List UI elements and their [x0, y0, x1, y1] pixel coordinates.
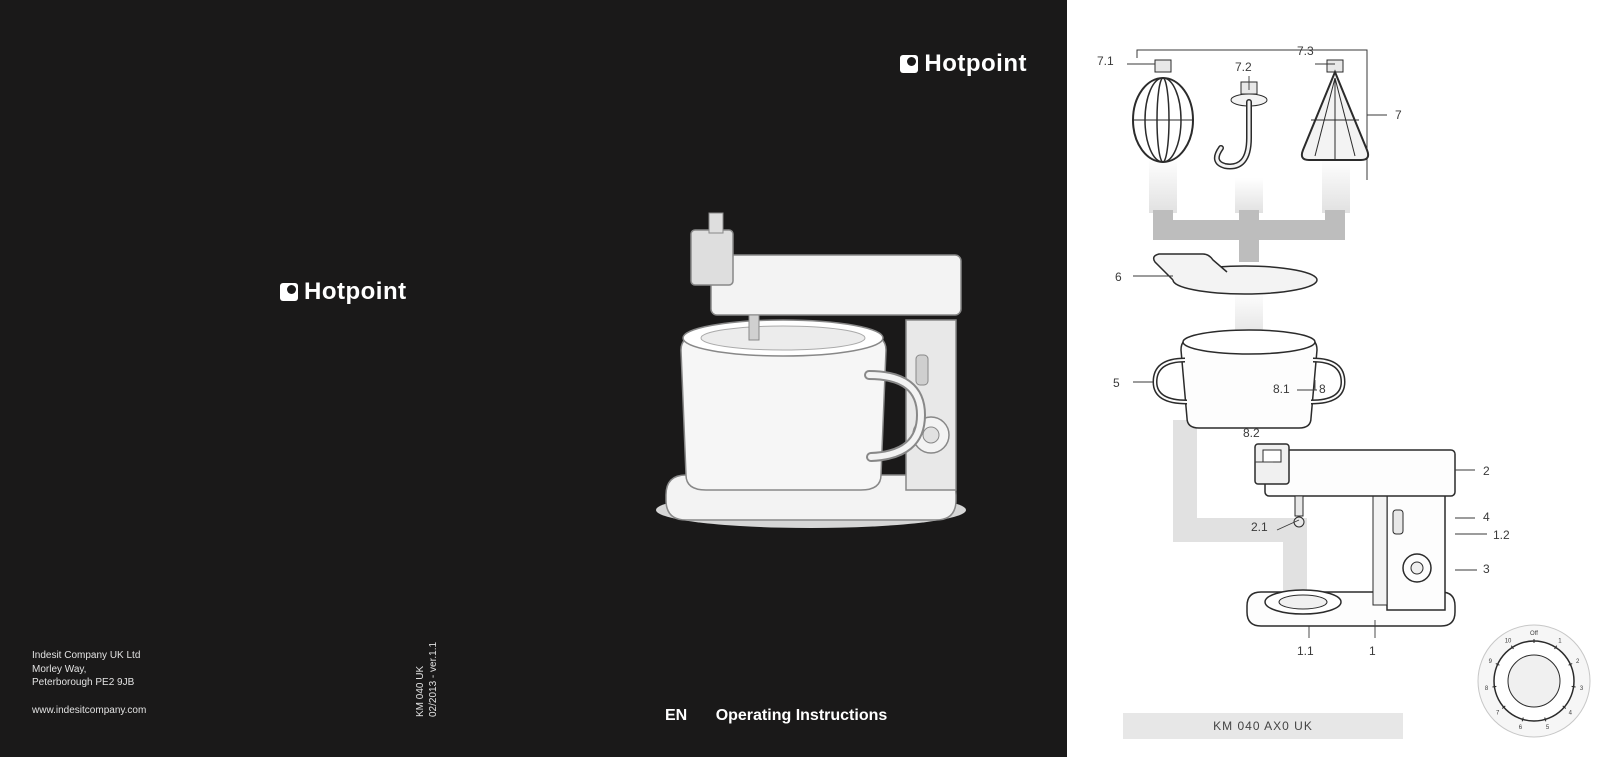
callout-7-1: 7.1 [1097, 54, 1114, 68]
doc-meta: KM 040 UK 02/2013 - ver.1.1 [414, 642, 440, 717]
brand-dot-icon [280, 283, 298, 301]
brand-logo-back: Hotpoint [280, 278, 407, 306]
model-number: KM 040 AX0 UK [1123, 713, 1403, 739]
company-line-2: Morley Way, [32, 663, 146, 677]
callout-7-3: 7.3 [1297, 44, 1314, 58]
front-cover-panel: Hotpoint EN Operating Instructions [533, 0, 1067, 757]
company-website: www.indesitcompany.com [32, 704, 146, 718]
doc-meta-line-2: 02/2013 - ver.1.1 [428, 642, 439, 717]
part-bowl [1155, 330, 1343, 428]
speed-dial-detail: Off12345678910 [1474, 621, 1594, 741]
callout-6: 6 [1115, 270, 1122, 284]
callout-8: 8 [1319, 382, 1326, 396]
callout-1-2: 1.2 [1493, 528, 1510, 542]
part-flat-beater [1302, 60, 1368, 160]
callout-2-1: 2.1 [1251, 520, 1268, 534]
brand-logo-front: Hotpoint [900, 50, 1027, 78]
brand-text-back: Hotpoint [304, 278, 407, 306]
callout-1-1: 1.1 [1297, 644, 1314, 658]
parts-diagram-panel: 7.1 7.2 7.3 7 6 5 8.1 8 8.2 2 2.1 4 1.2 … [1067, 0, 1600, 757]
mixer-illustration [621, 175, 991, 535]
brand-dot-icon [900, 55, 918, 73]
callout-3: 3 [1483, 562, 1490, 576]
back-cover-panel: Hotpoint Indesit Company UK Ltd Morley W… [0, 0, 533, 757]
callout-7: 7 [1395, 108, 1402, 122]
company-address: Indesit Company UK Ltd Morley Way, Peter… [32, 649, 146, 717]
callout-8-1: 8.1 [1273, 382, 1290, 396]
company-line-1: Indesit Company UK Ltd [32, 649, 146, 663]
part-whisk [1133, 60, 1193, 162]
brand-text-front: Hotpoint [924, 50, 1027, 78]
part-shield [1154, 254, 1317, 294]
exploded-diagram [1077, 30, 1577, 690]
doc-meta-line-1: KM 040 UK [415, 666, 426, 717]
callout-8-2: 8.2 [1243, 426, 1260, 440]
part-dough-hook [1217, 82, 1267, 166]
callout-1: 1 [1369, 644, 1376, 658]
language-code: EN [665, 707, 687, 724]
callout-7-2: 7.2 [1235, 60, 1252, 74]
instructions-label: EN Operating Instructions [665, 707, 887, 725]
svg-text:Off: Off [1530, 631, 1538, 637]
doc-title: Operating Instructions [716, 707, 888, 724]
svg-text:10: 10 [1505, 639, 1512, 645]
callout-4: 4 [1483, 510, 1490, 524]
callout-5: 5 [1113, 376, 1120, 390]
company-line-3: Peterborough PE2 9JB [32, 676, 146, 690]
callout-2: 2 [1483, 464, 1490, 478]
